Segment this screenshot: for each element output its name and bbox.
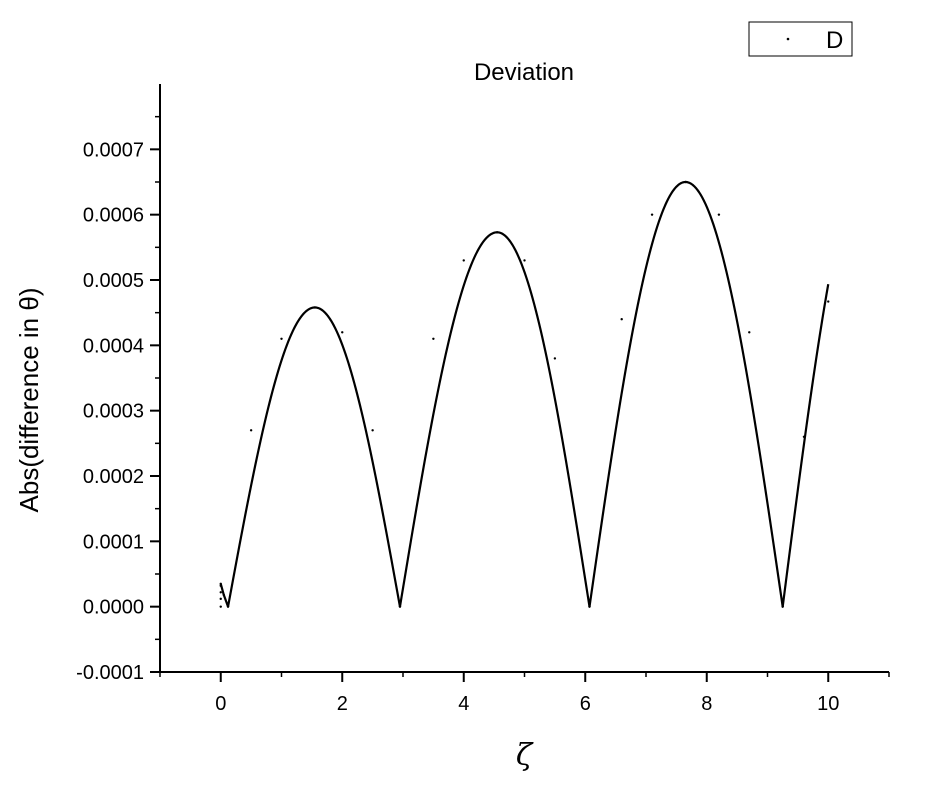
y-axis-title: Abs(difference in θ) bbox=[14, 288, 44, 513]
y-tick-label: 0.0007 bbox=[83, 139, 144, 161]
x-tick-label: 8 bbox=[701, 693, 712, 715]
x-tick-label: 2 bbox=[337, 693, 348, 715]
data-point bbox=[462, 259, 465, 262]
data-point bbox=[222, 593, 225, 597]
legend: D bbox=[748, 21, 853, 57]
data-point bbox=[371, 429, 374, 432]
x-tick-label: 10 bbox=[817, 693, 839, 715]
x-tick-label: 4 bbox=[458, 693, 469, 715]
data-point bbox=[588, 605, 591, 608]
data-point bbox=[341, 331, 344, 334]
legend-marker bbox=[786, 37, 790, 41]
y-tick-label: 0.0001 bbox=[83, 531, 144, 553]
y-tick-label: -0.0001 bbox=[76, 662, 144, 684]
data-point bbox=[226, 605, 230, 608]
data-point bbox=[748, 331, 751, 334]
legend-box bbox=[748, 21, 853, 57]
data-point bbox=[495, 231, 499, 234]
data-point bbox=[650, 213, 654, 216]
data-point bbox=[219, 597, 222, 601]
data-point bbox=[553, 357, 557, 360]
plot-series bbox=[219, 180, 830, 608]
y-tick-label: 0.0000 bbox=[83, 597, 144, 619]
legend-label: D bbox=[826, 27, 843, 54]
data-point bbox=[313, 306, 317, 309]
y-ticks: -0.0001 0.0000 0.0001 0.0002 0.0003 0.0004 0.0… bbox=[76, 115, 160, 684]
data-point bbox=[219, 605, 222, 608]
data-point bbox=[781, 605, 784, 608]
data-point bbox=[684, 180, 687, 184]
y-tick-label: 0.0006 bbox=[83, 205, 144, 227]
data-point bbox=[523, 259, 526, 262]
y-tick-label: 0.0003 bbox=[83, 401, 144, 423]
data-point bbox=[802, 435, 806, 438]
x-tick-label: 6 bbox=[580, 693, 591, 715]
series-line bbox=[219, 180, 830, 608]
data-point bbox=[827, 300, 830, 303]
x-tick-label: 0 bbox=[215, 693, 226, 715]
y-tick-label: 0.0002 bbox=[83, 466, 144, 488]
y-tick-label: 0.0004 bbox=[83, 335, 144, 357]
data-point bbox=[219, 584, 222, 587]
data-point bbox=[398, 605, 402, 608]
data-point bbox=[280, 337, 283, 340]
data-point bbox=[219, 582, 222, 585]
data-point bbox=[249, 429, 253, 432]
y-tick-label: 0.0005 bbox=[83, 270, 144, 292]
x-axis-title: ζ bbox=[516, 738, 534, 773]
data-point bbox=[432, 337, 435, 340]
data-point bbox=[219, 591, 222, 594]
data-point bbox=[620, 318, 623, 321]
x-ticks: 0 2 4 6 8 10 bbox=[159, 672, 890, 715]
chart-title: Deviation bbox=[474, 59, 574, 86]
data-point bbox=[717, 213, 721, 216]
